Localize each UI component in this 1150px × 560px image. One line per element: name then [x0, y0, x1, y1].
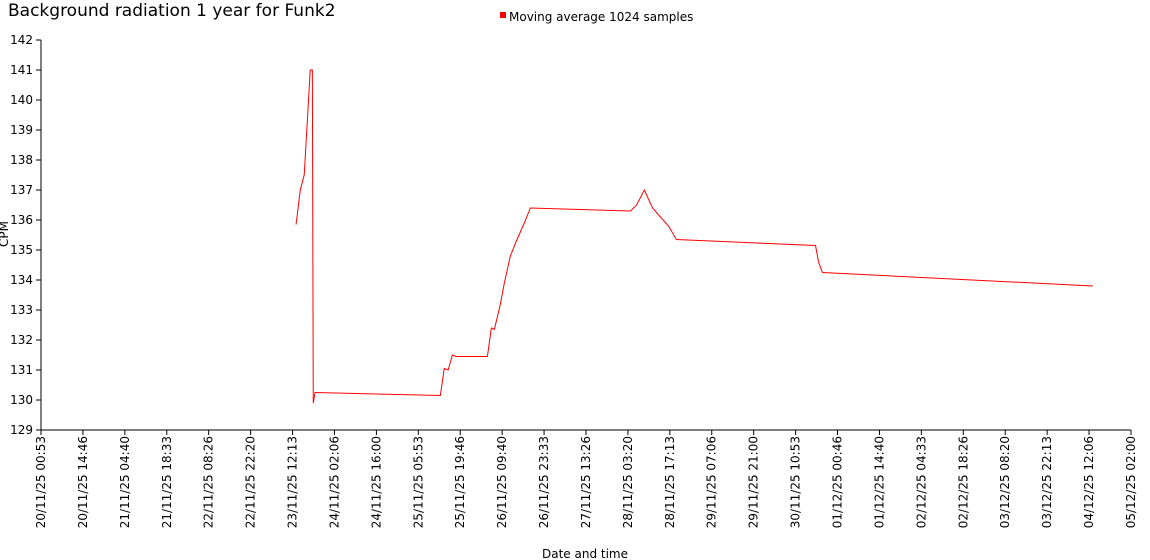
y-tick-label: 140 [10, 93, 33, 107]
y-tick-label: 139 [10, 123, 33, 137]
y-tick-label: 134 [10, 273, 33, 287]
x-tick-label: 03/12/25 22:13 [1040, 436, 1054, 528]
x-tick-label: 02/12/25 04:33 [914, 436, 928, 528]
y-tick-label: 132 [10, 333, 33, 347]
x-axis-label: Date and time [542, 547, 628, 560]
y-tick-label: 137 [10, 183, 33, 197]
x-tick-label: 29/11/25 21:00 [747, 436, 761, 528]
data-line [295, 69, 1093, 404]
y-tick-label: 136 [10, 213, 33, 227]
x-tick-label: 29/11/25 07:06 [705, 436, 719, 528]
x-tick-label: 20/11/25 00:53 [34, 436, 48, 528]
x-tick-label: 24/11/25 16:00 [369, 436, 383, 528]
x-tick-label: 01/12/25 00:46 [831, 436, 845, 528]
x-tick-label: 26/11/25 23:33 [537, 436, 551, 528]
x-tick-label: 20/11/25 14:46 [76, 436, 90, 528]
x-tick-label: 05/12/25 02:00 [1124, 436, 1138, 528]
x-tick-label: 26/11/25 09:40 [495, 436, 509, 528]
chart-title: Background radiation 1 year for Funk2 [8, 1, 336, 21]
x-tick-label: 22/11/25 08:26 [202, 436, 216, 528]
x-tick-label: 30/11/25 10:53 [789, 436, 803, 528]
y-tick-label: 138 [10, 153, 33, 167]
x-tick-label: 21/11/25 18:33 [160, 436, 174, 528]
x-tick-label: 02/12/25 18:26 [956, 436, 970, 528]
x-tick-label: 22/11/25 22:20 [244, 436, 258, 528]
x-tick-label: 28/11/25 03:20 [621, 436, 635, 528]
x-tick-label: 25/11/25 05:53 [411, 436, 425, 528]
x-tick-label: 21/11/25 04:40 [118, 436, 132, 528]
legend-label: Moving average 1024 samples [509, 10, 693, 24]
y-tick-label: 135 [10, 243, 33, 257]
y-tick-label: 129 [10, 423, 33, 437]
y-tick-label: 142 [10, 33, 33, 47]
x-tick-label: 01/12/25 14:40 [872, 436, 886, 528]
x-tick-label: 24/11/25 02:06 [327, 436, 341, 528]
x-tick-label: 03/12/25 08:20 [998, 436, 1012, 528]
x-tick-label: 28/11/25 17:13 [663, 436, 677, 528]
legend-swatch [500, 12, 506, 18]
x-tick-label: 25/11/25 19:46 [453, 436, 467, 528]
x-tick-label: 04/12/25 12:06 [1082, 436, 1096, 528]
y-tick-label: 141 [10, 63, 33, 77]
x-tick-label: 23/11/25 12:13 [286, 436, 300, 528]
y-axis-label: CPM [0, 221, 11, 247]
y-tick-label: 130 [10, 393, 33, 407]
y-tick-label: 133 [10, 303, 33, 317]
x-tick-label: 27/11/25 13:26 [579, 436, 593, 528]
y-tick-label: 131 [10, 363, 33, 377]
